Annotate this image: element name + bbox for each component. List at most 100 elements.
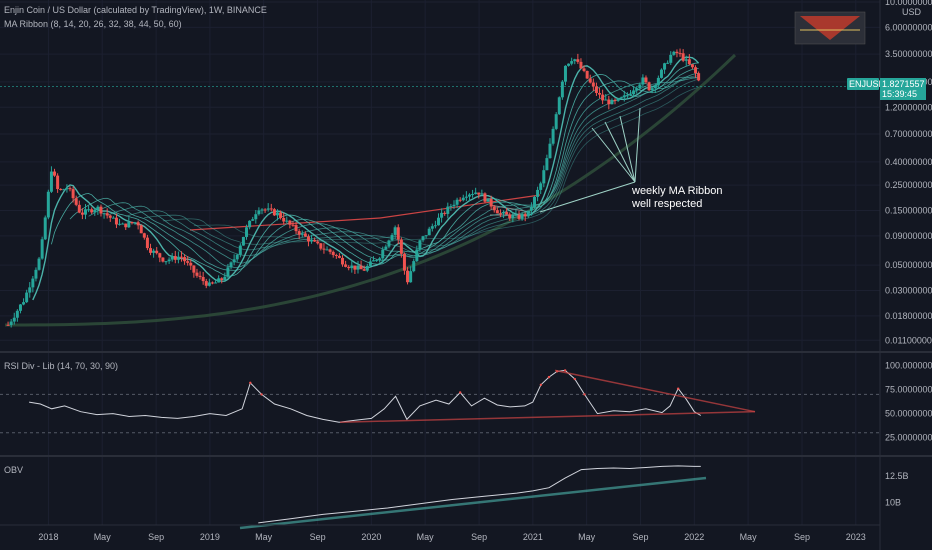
resistance-trendline xyxy=(379,194,541,219)
candle-body xyxy=(663,63,667,70)
rsi-pane[interactable] xyxy=(0,369,880,434)
candle-body xyxy=(529,206,533,211)
candle-body xyxy=(87,209,91,211)
candle-body xyxy=(359,265,363,270)
candle-body xyxy=(90,209,94,213)
candle-body xyxy=(43,217,47,240)
candle-body xyxy=(406,270,410,283)
price-axis-tick-label: 10.00000000 xyxy=(885,0,932,7)
candle-body xyxy=(635,88,639,91)
candle-body xyxy=(672,51,676,55)
candle-body xyxy=(353,265,357,270)
candle-body xyxy=(443,212,447,214)
candle-body xyxy=(570,61,574,64)
time-axis-tick-label: May xyxy=(94,532,112,542)
candle-body xyxy=(83,209,87,215)
candle-body xyxy=(533,196,537,207)
candle-body xyxy=(68,188,72,190)
candle-body xyxy=(145,237,149,249)
candle-body xyxy=(210,282,214,284)
time-axis-tick-label: 2019 xyxy=(200,532,220,542)
candle-body xyxy=(313,240,317,242)
candle-body xyxy=(322,248,326,250)
candle-body xyxy=(9,321,13,325)
overlay-layer xyxy=(0,53,880,327)
candlestick-series[interactable] xyxy=(6,48,701,328)
candle-body xyxy=(331,251,335,255)
candle-body xyxy=(378,258,382,261)
candle-body xyxy=(207,282,211,286)
candle-body xyxy=(93,209,97,213)
price-tag: ENJUSD 1.8271557 15:39:45 xyxy=(847,78,926,100)
candle-body xyxy=(31,278,35,288)
candle-body xyxy=(393,227,397,235)
candle-body xyxy=(195,272,199,276)
candle-body xyxy=(365,266,369,271)
candle-body xyxy=(220,278,224,280)
candle-body xyxy=(22,302,26,305)
candle-body xyxy=(449,206,453,208)
candle-body xyxy=(71,189,75,199)
annotation-arrow xyxy=(604,121,636,183)
candle-body xyxy=(300,233,304,235)
candle-body xyxy=(402,253,406,271)
candle-body xyxy=(102,213,106,215)
candle-body xyxy=(573,59,577,62)
rsi-axis-tick-label: 100.00000000 xyxy=(885,361,932,371)
price-axis-tick-label: 0.70000000 xyxy=(885,129,932,139)
candle-body xyxy=(523,214,527,217)
ma-ribbon-line xyxy=(193,87,699,244)
candle-body xyxy=(62,189,66,191)
obv-trendline xyxy=(239,476,707,530)
candle-body xyxy=(350,265,354,269)
candle-body xyxy=(607,99,611,105)
candle-body xyxy=(437,217,441,226)
candle-body xyxy=(455,199,459,205)
candle-body xyxy=(347,266,351,269)
price-axis-tick-label: 0.40000000 xyxy=(885,157,932,167)
candle-body xyxy=(152,250,156,253)
candle-body xyxy=(344,264,348,267)
candle-body xyxy=(495,210,499,214)
candle-body xyxy=(675,51,679,54)
candle-body xyxy=(650,88,654,91)
time-axis-tick-label: Sep xyxy=(148,532,164,542)
rsi-divergence-line xyxy=(554,369,756,413)
ma-ribbon-legend[interactable]: MA Ribbon (8, 14, 20, 26, 32, 38, 44, 50… xyxy=(4,19,182,29)
candle-body xyxy=(666,62,670,64)
candle-body xyxy=(582,68,586,71)
candle-body xyxy=(186,261,190,263)
rsi-legend[interactable]: RSI Div - Lib (14, 70, 30, 90) xyxy=(4,361,118,371)
candle-body xyxy=(310,240,314,242)
candle-body xyxy=(511,215,515,219)
obv-pane[interactable] xyxy=(239,465,707,530)
rsi-overbought-point xyxy=(573,377,577,381)
time-axis-tick-label: Sep xyxy=(471,532,487,542)
candle-body xyxy=(136,222,140,226)
candle-body xyxy=(536,189,540,197)
time-axis-tick-label: Sep xyxy=(310,532,326,542)
candle-body xyxy=(226,267,230,277)
obv-legend[interactable]: OBV xyxy=(4,465,23,475)
candle-body xyxy=(492,206,496,211)
candle-body xyxy=(251,219,255,221)
candle-body xyxy=(192,265,196,273)
candle-body xyxy=(325,249,329,251)
candle-body xyxy=(96,206,100,210)
candle-body xyxy=(179,256,183,258)
candle-body xyxy=(461,197,465,201)
candle-body xyxy=(114,217,118,225)
time-axis-tick-label: May xyxy=(417,532,435,542)
candle-body xyxy=(644,77,648,83)
candle-body xyxy=(18,304,22,311)
rsi-axis-tick-label: 75.00000000 xyxy=(885,385,932,395)
candle-body xyxy=(647,82,651,91)
candle-body xyxy=(77,204,81,213)
candle-body xyxy=(15,310,19,318)
candle-body xyxy=(232,259,236,263)
candle-body xyxy=(641,77,645,85)
annotation-line-2: well respected xyxy=(631,198,702,210)
candle-body xyxy=(241,236,245,246)
candle-body xyxy=(687,59,691,65)
